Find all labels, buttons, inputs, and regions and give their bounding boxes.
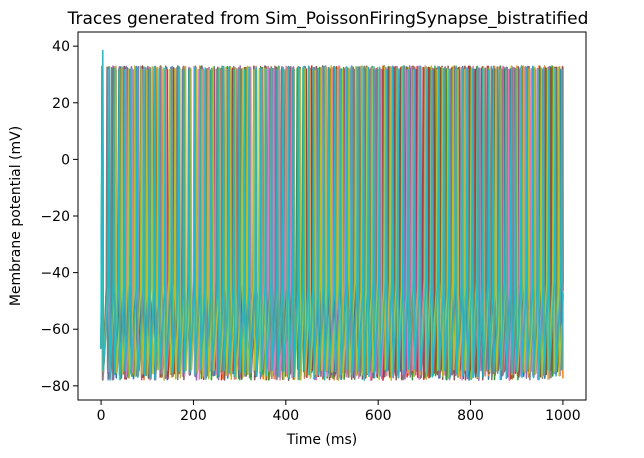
x-axis: 0 200 400 600 800 1000 [97, 400, 581, 424]
y-tick-label: −40 [40, 266, 70, 282]
trace-line [100, 49, 564, 381]
y-tick-label: 40 [52, 39, 70, 55]
x-axis-label: Time (ms) [286, 432, 358, 448]
y-tick-label: −60 [40, 322, 70, 338]
traces-group [100, 49, 564, 381]
y-tick-label: −80 [40, 379, 70, 395]
y-axis-label: Membrane potential (mV) [8, 126, 24, 306]
x-tick-label: 600 [365, 408, 392, 424]
trace-line [100, 65, 564, 381]
y-tick-label: 0 [61, 152, 70, 168]
y-tick-label: −20 [40, 209, 70, 225]
x-tick-label: 1000 [545, 408, 581, 424]
x-tick-label: 800 [457, 408, 484, 424]
y-axis: −80 −60 −40 −20 0 20 40 [40, 39, 78, 395]
trace-line [100, 65, 564, 381]
chart-title: Traces generated from Sim_PoissonFiringS… [67, 9, 589, 29]
y-tick-label: 20 [52, 96, 70, 112]
x-tick-label: 0 [97, 408, 106, 424]
x-tick-label: 200 [180, 408, 207, 424]
x-tick-label: 400 [272, 408, 299, 424]
